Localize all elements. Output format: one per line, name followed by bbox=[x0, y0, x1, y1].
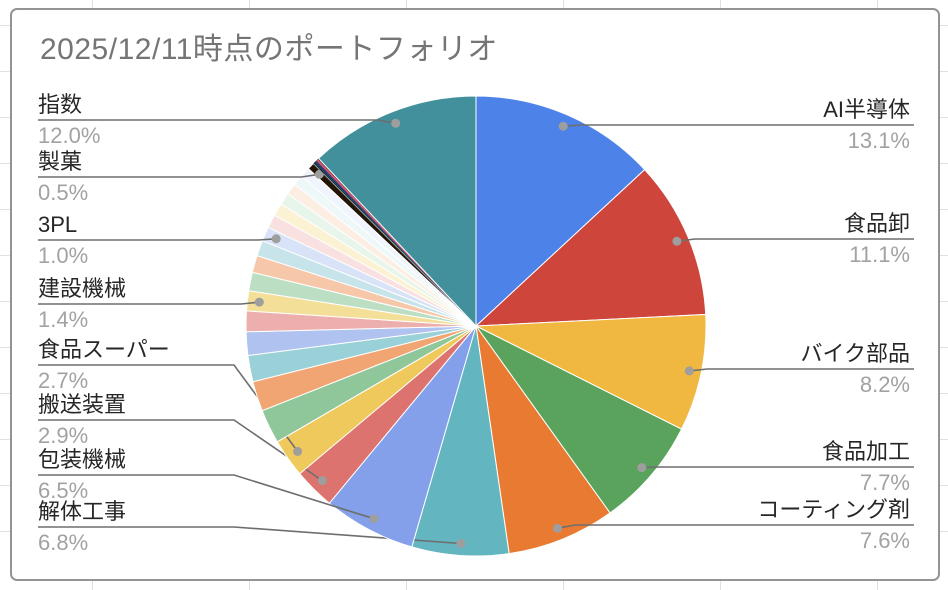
callout-dot-包装機械 bbox=[369, 514, 379, 524]
pie-slice-small-28[interactable] bbox=[315, 160, 476, 326]
slice-percent-食品卸: 11.1% bbox=[849, 242, 910, 267]
pie-slice-AI半導体[interactable] bbox=[475, 95, 646, 328]
callout-dot-食品加工 bbox=[637, 463, 647, 473]
slice-label-食品スーパー: 食品スーパー bbox=[38, 337, 170, 362]
pie-slice-コーティング剤[interactable] bbox=[475, 325, 611, 555]
pie-slice-食品加工[interactable] bbox=[475, 325, 683, 514]
callout-line-AI半導体 bbox=[563, 124, 914, 127]
slice-label-AI半導体: AI半導体 bbox=[823, 97, 910, 122]
slice-label-食品加工: 食品加工 bbox=[821, 439, 910, 464]
callout-line-コーティング剤 bbox=[557, 524, 914, 529]
callout-dot-建設機械 bbox=[254, 297, 264, 307]
slice-percent-バイク部品: 8.2% bbox=[859, 372, 910, 397]
slice-percent-指数: 12.0% bbox=[38, 123, 101, 148]
slice-label-食品卸: 食品卸 bbox=[843, 211, 910, 236]
pie-slice-製菓[interactable] bbox=[307, 162, 477, 327]
callout-line-3PL bbox=[38, 238, 277, 241]
callout-dot-搬送装置 bbox=[317, 476, 327, 486]
callout-dot-指数 bbox=[391, 118, 401, 128]
slice-label-製菓: 製菓 bbox=[38, 149, 83, 174]
callout-line-解体工事 bbox=[38, 526, 461, 545]
callout-dot-食品卸 bbox=[672, 236, 682, 246]
chart-title: 2025/12/11時点のポートフォリオ bbox=[40, 33, 498, 66]
callout-line-食品加工 bbox=[641, 466, 914, 469]
callout-dot-バイク部品 bbox=[684, 366, 694, 376]
callout-line-食品卸 bbox=[676, 238, 914, 243]
pie-slice-バイク部品[interactable] bbox=[474, 313, 707, 430]
slice-label-建設機械: 建設機械 bbox=[38, 276, 127, 301]
pie-slice-small-26[interactable] bbox=[313, 162, 476, 326]
callout-dot-製菓 bbox=[314, 169, 324, 179]
callout-line-建設機械 bbox=[38, 301, 260, 305]
slice-percent-コーティング剤: 7.6% bbox=[859, 528, 910, 553]
slice-label-搬送装置: 搬送装置 bbox=[38, 392, 127, 417]
slice-percent-解体工事: 6.8% bbox=[38, 530, 89, 555]
callout-line-製菓 bbox=[38, 173, 320, 178]
slice-percent-食品加工: 7.7% bbox=[859, 470, 910, 495]
slice-label-3PL: 3PL bbox=[38, 212, 78, 237]
chart-panel[interactable]: 2025/12/11時点のポートフォリオ AI半導体 13.1% 食品卸 11.1% バ… bbox=[10, 8, 940, 581]
slice-percent-製菓: 0.5% bbox=[38, 180, 89, 205]
callout-dot-コーティング剤 bbox=[553, 523, 562, 533]
callout-dot-3PL bbox=[271, 234, 281, 244]
pie-slice-small-29[interactable] bbox=[316, 159, 476, 326]
slice-label-コーティング剤: コーティング剤 bbox=[757, 497, 910, 522]
slice-label-指数: 指数 bbox=[38, 92, 83, 117]
callout-line-包装機械 bbox=[38, 474, 375, 520]
callout-dot-AI半導体 bbox=[558, 121, 568, 131]
slice-percent-包装機械: 6.5% bbox=[38, 478, 89, 503]
slice-percent-建設機械: 1.4% bbox=[38, 307, 89, 332]
pie-slice-食品卸[interactable] bbox=[474, 168, 707, 327]
slice-percent-3PL: 1.0% bbox=[38, 243, 89, 268]
slice-label-包装機械: 包装機械 bbox=[38, 447, 127, 472]
pie-chart bbox=[38, 95, 914, 557]
callout-dot-食品スーパー bbox=[293, 446, 303, 456]
callout-line-バイク部品 bbox=[689, 368, 914, 372]
slice-label-解体工事: 解体工事 bbox=[38, 499, 127, 524]
pie-slice-指数[interactable] bbox=[317, 95, 477, 328]
pie-slice-small-27[interactable] bbox=[314, 161, 476, 326]
slice-percent-搬送装置: 2.9% bbox=[38, 423, 89, 448]
slice-label-バイク部品: バイク部品 bbox=[800, 341, 910, 366]
slice-percent-AI半導体: 13.1% bbox=[847, 128, 910, 153]
callout-line-指数 bbox=[38, 119, 396, 125]
slice-percent-食品スーパー: 2.7% bbox=[38, 368, 89, 393]
callout-dot-解体工事 bbox=[456, 539, 466, 548]
